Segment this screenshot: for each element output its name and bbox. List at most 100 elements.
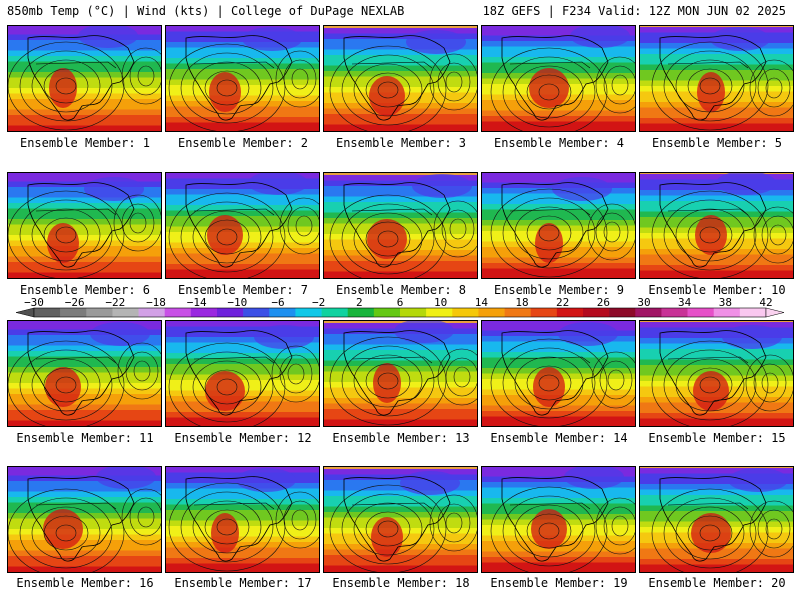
colorbar-swatch: [295, 308, 322, 317]
ensemble-member-caption: Ensemble Member: 4: [493, 136, 625, 150]
height-contour: [595, 56, 635, 114]
height-contour: [271, 345, 319, 403]
height-contour: [753, 363, 787, 403]
height-contour: [192, 210, 262, 264]
country-border: [509, 356, 591, 364]
colorbar-swatch: [583, 308, 610, 317]
coastline: [27, 476, 135, 562]
heat-dome: [533, 367, 565, 407]
ensemble-member-caption: Ensemble Member: 1: [19, 136, 151, 150]
height-contour: [137, 65, 155, 87]
coastline: [27, 35, 135, 121]
height-contour: [675, 59, 745, 113]
height-contour: [749, 500, 793, 558]
cold-pocket: [570, 26, 630, 48]
height-contour: [129, 212, 147, 234]
height-contour: [279, 354, 313, 394]
colorbar-tick-label: 18: [515, 296, 528, 309]
height-contour: [675, 358, 745, 412]
colorbar-swatch: [739, 308, 767, 317]
cold-pocket: [84, 177, 144, 201]
colorbar-tick-label: 2: [356, 296, 363, 309]
height-contour: [377, 372, 399, 390]
height-contour: [445, 512, 463, 534]
height-contour: [291, 509, 309, 531]
ensemble-map-17: [165, 466, 320, 573]
ensemble-member-caption: Ensemble Member: 17: [174, 576, 312, 590]
height-contour: [31, 358, 101, 412]
coastline: [501, 35, 609, 121]
coastline: [659, 35, 767, 121]
cold-pocket: [558, 322, 618, 346]
height-contour: [490, 188, 608, 278]
coastline: [343, 330, 451, 416]
height-contour: [502, 197, 596, 269]
heat-dome: [209, 72, 241, 112]
height-contour: [341, 54, 435, 126]
ensemble-member-caption: Ensemble Member: 5: [651, 136, 783, 150]
colorbar-swatch: [713, 308, 741, 317]
height-contour: [753, 206, 793, 264]
height-contour: [526, 513, 572, 549]
height-contour: [287, 206, 319, 246]
height-contour: [8, 488, 125, 572]
country-border: [35, 356, 117, 364]
ensemble-member-caption: Ensemble Member: 12: [174, 431, 312, 445]
ensemble-member-caption: Ensemble Member: 7: [177, 283, 309, 297]
ensemble-member-caption: Ensemble Member: 18: [332, 576, 470, 590]
colorbar-tick-label: −2: [312, 296, 325, 309]
height-contour: [445, 71, 463, 93]
height-contour: [19, 349, 113, 421]
height-contour: [121, 488, 161, 546]
height-contour: [663, 349, 757, 421]
height-contour: [607, 369, 625, 391]
heat-dome: [535, 223, 563, 263]
cold-pocket: [90, 322, 150, 346]
coastline: [27, 182, 135, 268]
height-contour: [603, 221, 621, 243]
height-contour: [502, 347, 596, 419]
colorbar-swatch: [112, 308, 139, 317]
coastline: [185, 182, 293, 268]
height-contour: [651, 41, 769, 131]
heat-dome: [43, 509, 83, 549]
ensemble-member-caption: Ensemble Member: 19: [490, 576, 628, 590]
colorbar-tick-label: 30: [637, 296, 650, 309]
coastline: [185, 35, 293, 121]
height-contour: [595, 497, 635, 555]
height-contour: [275, 50, 319, 108]
ensemble-map-7: [165, 172, 320, 279]
height-contour: [204, 70, 250, 106]
colorbar-tick-label: −26: [65, 296, 85, 309]
height-contour: [526, 74, 572, 110]
coastline: [343, 476, 451, 562]
colorbar-swatch: [556, 308, 584, 317]
height-contour: [43, 68, 89, 104]
height-contour: [591, 351, 635, 409]
height-contour: [699, 226, 721, 244]
model-valid-time: 18Z GEFS | F234 Valid: 12Z MON JUN 02 20…: [482, 4, 786, 18]
height-contour: [687, 217, 733, 253]
height-contour: [31, 208, 101, 262]
height-contour: [329, 484, 447, 572]
height-contour: [291, 68, 309, 90]
colorbar-swatch: [60, 308, 87, 317]
coastline: [185, 476, 293, 562]
coastline: [659, 182, 767, 268]
temperature-colorbar: −30 −26 −22 −18 −14 −10 −6 −2 2 6 10 14 18 22 26 30 34 38…: [15, 296, 785, 318]
height-contour: [538, 374, 560, 392]
map-title: 850mb Temp (°C) | Wind (kts) | College o…: [7, 4, 405, 18]
height-contour: [687, 367, 733, 403]
cold-pocket: [710, 27, 770, 51]
colorbar-tick-label: 34: [678, 296, 692, 309]
colorbar-tick-label: 42: [759, 296, 772, 309]
height-contour: [8, 190, 125, 278]
country-border: [509, 502, 591, 510]
height-contour: [55, 524, 77, 542]
height-contour: [129, 56, 161, 96]
height-contour: [663, 50, 757, 122]
colorbar-swatch: [86, 308, 113, 317]
colorbar-swatch: [452, 308, 479, 317]
height-contour: [377, 520, 399, 538]
ensemble-member-caption: Ensemble Member: 8: [335, 283, 467, 297]
